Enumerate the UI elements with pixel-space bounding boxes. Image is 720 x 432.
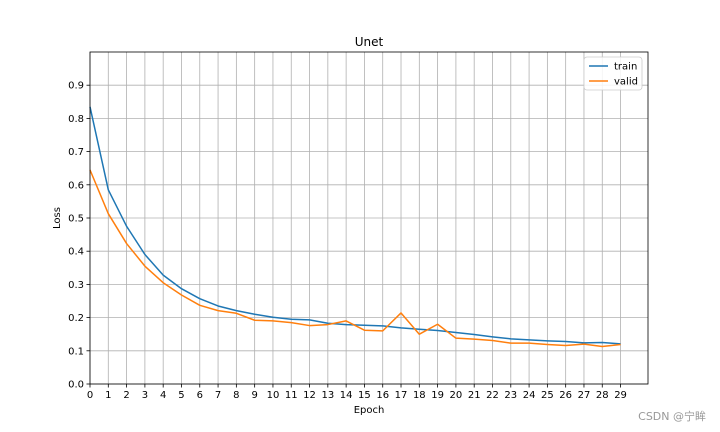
y-tick-label: 0.5 (68, 214, 84, 225)
legend-label-valid: valid (614, 77, 638, 88)
y-tick-label: 0.1 (68, 346, 84, 357)
legend-label-train: train (614, 62, 637, 73)
x-tick-label: 15 (358, 390, 371, 401)
x-tick-label: 10 (267, 390, 280, 401)
y-tick-label: 0.6 (68, 180, 84, 191)
y-tick-label: 0.0 (68, 380, 84, 391)
x-tick-label: 2 (123, 390, 129, 401)
y-tick-label: 0.7 (68, 147, 84, 158)
x-tick-label: 23 (504, 390, 517, 401)
x-tick-label: 0 (87, 390, 93, 401)
x-tick-label: 7 (215, 390, 221, 401)
x-tick-label: 13 (321, 390, 334, 401)
watermark: CSDN @宁眸 (638, 410, 706, 423)
y-axis-label: Loss (52, 207, 63, 229)
x-tick-label: 27 (578, 390, 591, 401)
x-tick-label: 6 (197, 390, 203, 401)
x-tick-label: 16 (376, 390, 389, 401)
y-tick-label: 0.3 (68, 280, 84, 291)
x-tick-label: 22 (486, 390, 499, 401)
x-tick-label: 21 (468, 390, 481, 401)
series-line-valid (89, 169, 621, 348)
x-tick-label: 19 (431, 390, 444, 401)
x-tick-label: 5 (178, 390, 184, 401)
y-tick-label: 0.2 (68, 313, 84, 324)
x-tick-label: 29 (614, 390, 627, 401)
x-tick-label: 17 (395, 390, 408, 401)
x-tick-label: 9 (251, 390, 257, 401)
x-tick-label: 18 (413, 390, 426, 401)
x-tick-label: 4 (160, 390, 166, 401)
x-tick-label: 26 (559, 390, 572, 401)
x-tick-label: 24 (523, 390, 536, 401)
y-tick-label: 0.9 (68, 81, 84, 92)
series-line-train (89, 106, 621, 345)
x-tick-label: 28 (596, 390, 609, 401)
x-tick-label: 14 (340, 390, 353, 401)
x-tick-label: 12 (303, 390, 316, 401)
x-tick-label: 25 (541, 390, 554, 401)
x-tick-label: 3 (142, 390, 148, 401)
x-axis-label: Epoch (354, 405, 385, 416)
y-tick-label: 0.8 (68, 114, 84, 125)
legend: train valid (583, 56, 643, 91)
grid-layer (89, 52, 648, 385)
x-tick-label: 20 (450, 390, 463, 401)
chart-title: Unet (355, 35, 384, 49)
y-tick-label: 0.4 (68, 247, 84, 258)
x-tick-label: 8 (233, 390, 239, 401)
x-tick-label: 1 (105, 390, 111, 401)
ticks-layer: 0 1 2 3 4 5 6 7 8 9 10 11 12 13 14 15 16 17 18 19 20 21 22 23 24… (68, 81, 627, 401)
x-tick-label: 11 (285, 390, 298, 401)
series-layer (89, 106, 621, 348)
